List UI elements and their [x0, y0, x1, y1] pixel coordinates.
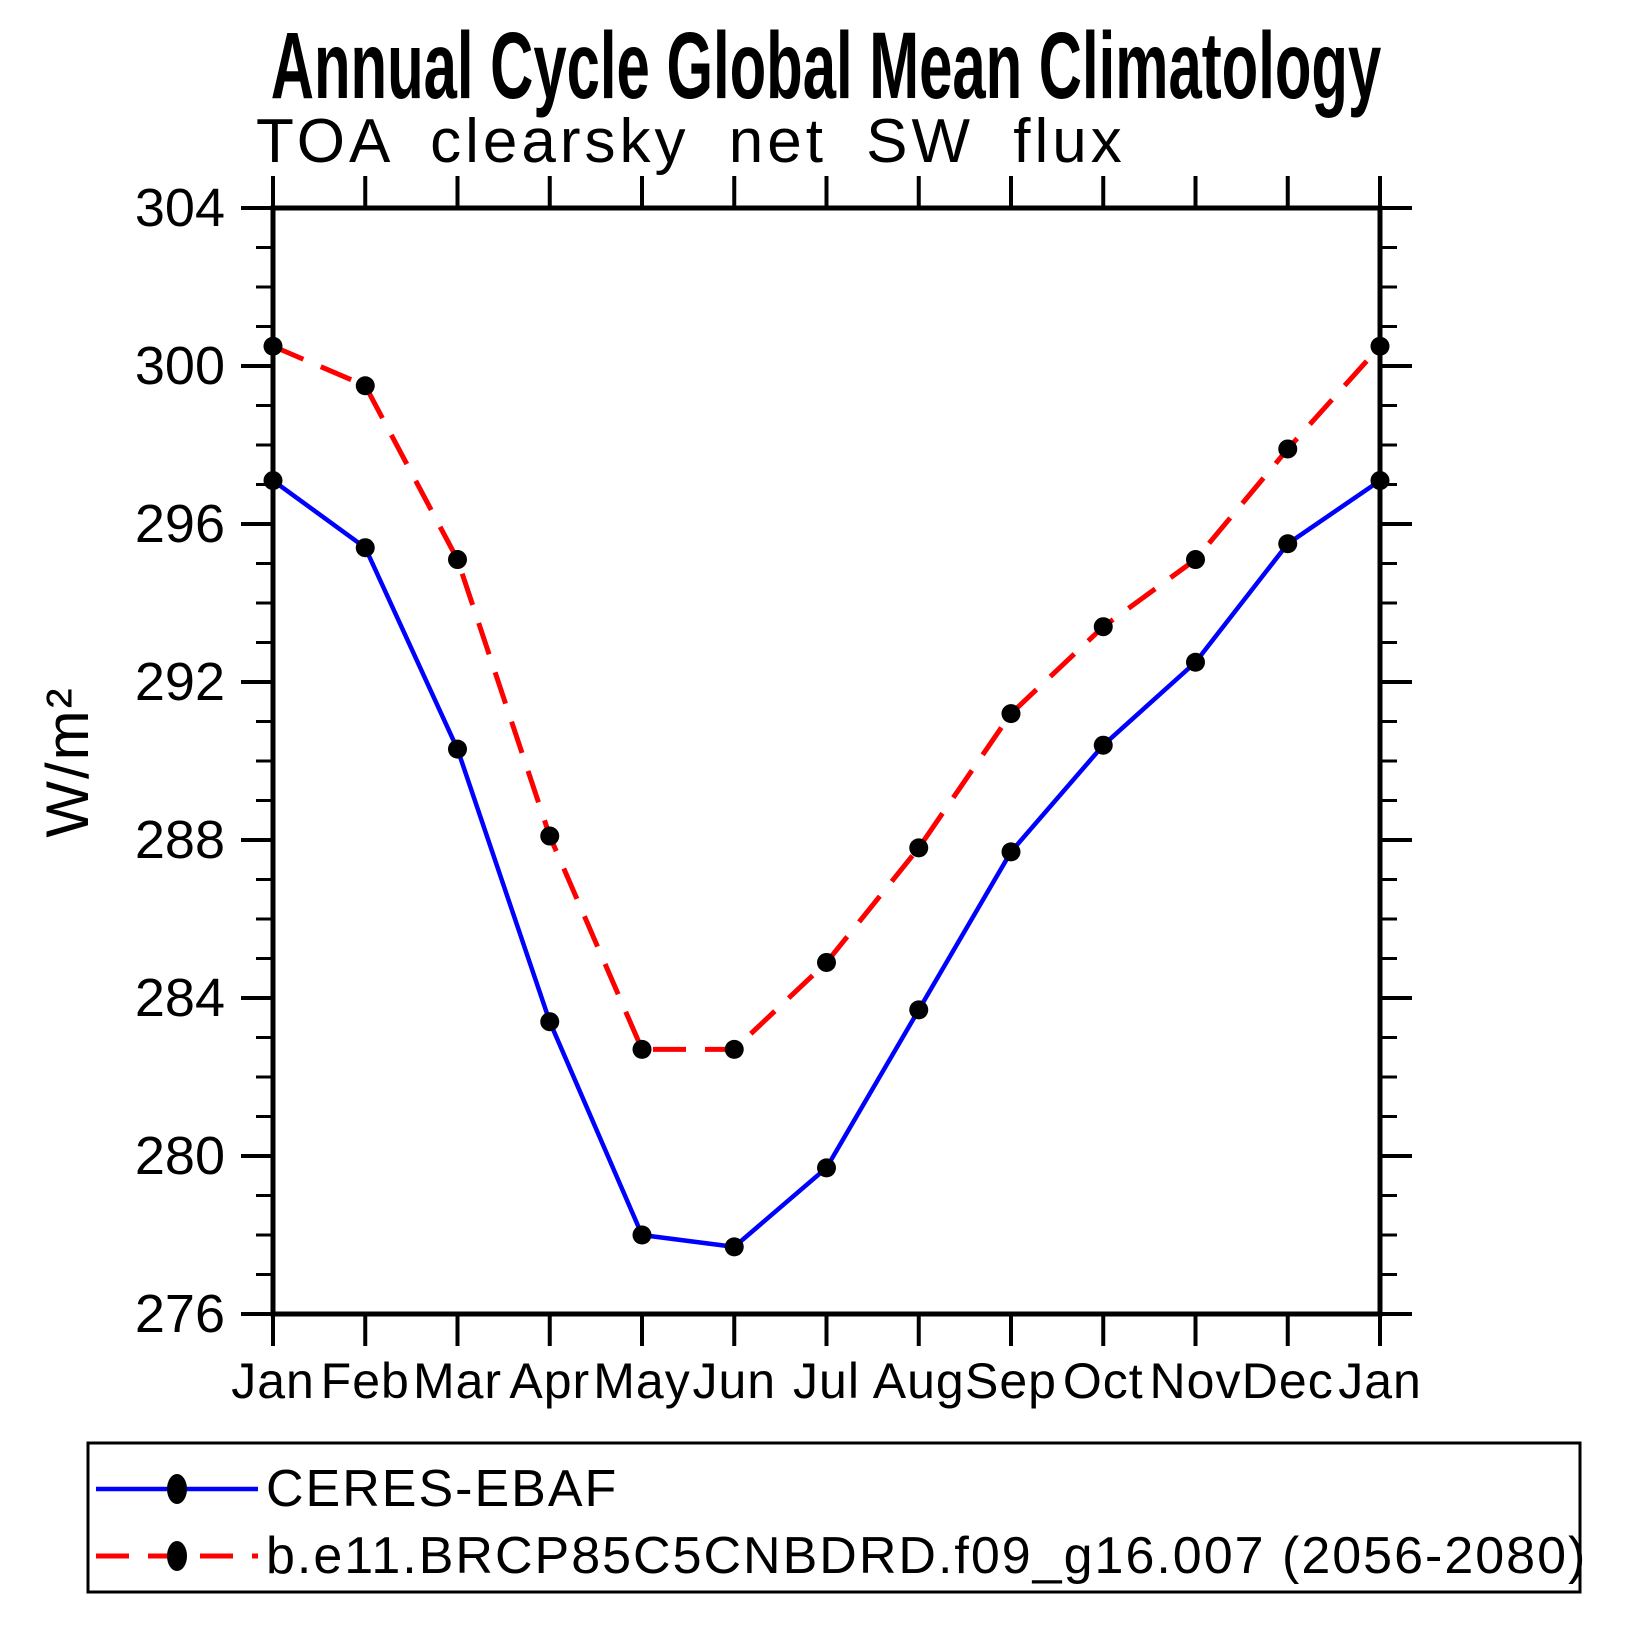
x-tick-label: Mar — [413, 1353, 502, 1409]
x-tick-label: Oct — [1063, 1353, 1144, 1409]
data-point-marker — [1278, 439, 1298, 459]
y-tick-label: 292 — [135, 652, 225, 712]
x-tick-label: Jan — [231, 1353, 315, 1409]
data-point-marker — [1370, 336, 1390, 356]
x-tick-label: Nov — [1150, 1353, 1242, 1409]
series-line-model-run — [272, 343, 1382, 1052]
data-point-marker — [1370, 471, 1390, 491]
data-point-marker — [632, 1225, 652, 1245]
data-point-marker — [263, 471, 283, 491]
data-point-marker — [817, 952, 836, 972]
x-tick-label: Sep — [965, 1353, 1057, 1409]
data-point-marker — [632, 1039, 652, 1059]
y-tick-label: 288 — [135, 810, 225, 870]
data-point-marker — [1001, 842, 1021, 862]
data-point-marker — [448, 739, 467, 759]
y-tick-label: 300 — [135, 336, 225, 396]
data-point-marker — [540, 826, 560, 846]
x-tick-label: May — [593, 1353, 690, 1409]
legend-label-model-run: b.e11.BRCP85C5CNBDRD.f09_g16.007 (2056-2… — [266, 1527, 1587, 1585]
data-point-marker — [355, 538, 375, 558]
legend-marker — [167, 1541, 187, 1571]
legend-marker — [167, 1474, 187, 1504]
data-point-marker — [817, 1158, 836, 1178]
data-point-marker — [909, 838, 929, 858]
x-tick-label: Jan — [1338, 1353, 1422, 1409]
data-point-marker — [1186, 652, 1205, 672]
data-point-marker — [355, 376, 375, 396]
data-point-marker — [724, 1237, 744, 1257]
series-line-ceres-ebaf — [271, 478, 1382, 1250]
x-tick-label: Jul — [793, 1353, 860, 1409]
data-point-marker — [909, 1000, 929, 1020]
y-tick-label: 304 — [135, 178, 225, 238]
data-point-marker — [724, 1039, 744, 1059]
legend-box — [86, 1441, 1582, 1594]
x-tick-label: Feb — [321, 1353, 410, 1409]
x-tick-label: Aug — [873, 1353, 965, 1409]
y-tick-label: 284 — [135, 968, 225, 1028]
chart-subtitle: TOA clearsky net SW flux — [256, 107, 1126, 176]
x-tick-label: Apr — [509, 1353, 590, 1409]
axis-frame — [270, 205, 1383, 1317]
x-tick-label: Jun — [692, 1353, 776, 1409]
data-point-marker — [1093, 735, 1113, 755]
x-tick-label: Dec — [1242, 1353, 1334, 1409]
data-point-marker — [263, 336, 283, 356]
data-point-marker — [1001, 704, 1021, 724]
data-point-marker — [1093, 617, 1113, 637]
legend-label-ceres-ebaf: CERES-EBAF — [266, 1460, 618, 1518]
chart-title: Annual Cycle Global Mean Climatology — [271, 12, 1381, 118]
data-point-marker — [1186, 550, 1205, 570]
y-tick-label: 296 — [135, 494, 225, 554]
data-point-marker — [448, 550, 467, 570]
data-point-marker — [540, 1012, 560, 1032]
y-axis-title: W/m² — [34, 686, 101, 837]
y-tick-label: 280 — [135, 1126, 225, 1186]
data-point-marker — [1278, 534, 1298, 554]
y-tick-label: 276 — [135, 1284, 225, 1344]
